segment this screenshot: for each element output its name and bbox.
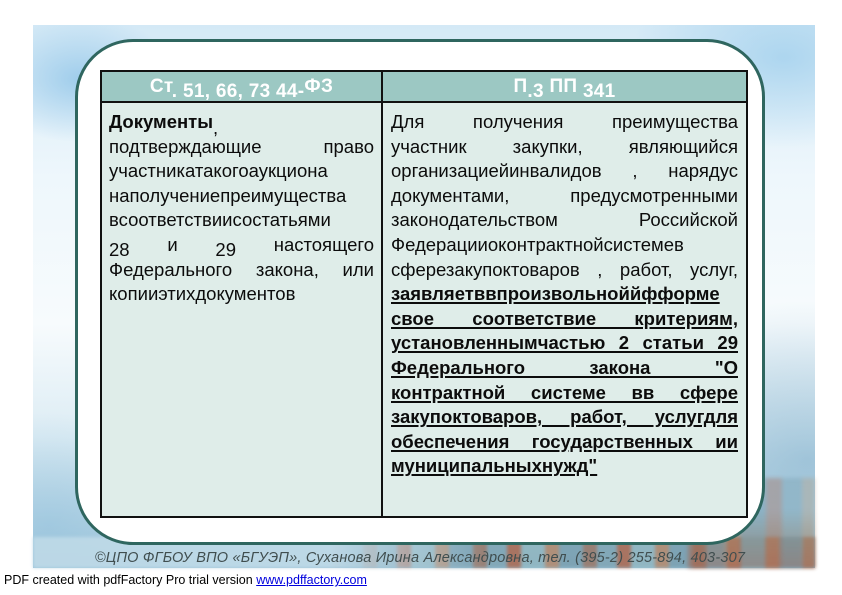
text-line: сферезакупоктоваров , работ, услуг, — [391, 258, 738, 280]
table-header-44fz-label: Ст. 51, 66, 73 44-ФЗ — [149, 75, 334, 102]
table-header-pp341-label: П.3 ПП 341 — [513, 75, 616, 102]
text-line: контрактной системе вв сфере — [391, 381, 738, 403]
comparison-table: Ст. 51, 66, 73 44-ФЗ П.3 ПП 341 Документ… — [100, 70, 748, 518]
text-line: Федерального закона "О — [391, 356, 738, 378]
text-line: 28 и 29 настоящего — [109, 233, 375, 260]
text-line: Документы, — [109, 111, 219, 138]
text-line: Федерацииоконтрактнойсистемев — [391, 233, 684, 255]
text-line: всоответствиисостатьями — [109, 209, 331, 231]
text-line: закупоктоваров, работ, услугдля — [391, 406, 738, 428]
text-line: копииэтихдокументов — [109, 283, 296, 305]
text-line: подтверждающие право — [109, 135, 374, 157]
text-line: законодательством Российской — [391, 209, 738, 231]
text-line: Для получения преимущества — [391, 111, 738, 132]
table-header-pp341: П.3 ПП 341 — [383, 72, 746, 102]
text-line: участникатакогоаукциона — [109, 160, 328, 182]
text-line: Федерального закона, или — [109, 258, 374, 280]
pdf-trial-notice-text: PDF created with pdfFactory Pro trial ve… — [4, 573, 257, 587]
cell-pp341-requirements: Для получения преимущества участник заку… — [383, 103, 746, 516]
text-line: документами, предусмотренными — [391, 184, 738, 206]
footer-credit: ©ЦПО ФГБОУ ВПО «БГУЭП», Суханова Ирина А… — [94, 550, 746, 566]
underlined-statement: заявляетввпроизвольноййфформе свое соотв… — [391, 282, 738, 479]
table-body-row: Документы, подтверждающие право участник… — [102, 103, 746, 516]
text-line: обеспечения государственных ии — [391, 430, 738, 452]
text-line: организациейинвалидов , нарядус — [391, 160, 738, 182]
pdf-trial-notice: PDF created with pdfFactory Pro trial ve… — [4, 573, 367, 587]
text-line: установленнымчастью 2 статьи 29 — [391, 332, 738, 354]
text-line: заявляетввпроизвольноййфформе — [391, 283, 720, 305]
pdffactory-link[interactable]: www.pdffactory.com — [256, 573, 367, 587]
cell-44fz-documents: Документы, подтверждающие право участник… — [102, 103, 383, 516]
table-header-44fz: Ст. 51, 66, 73 44-ФЗ — [102, 72, 383, 102]
text-line: свое соответствие критериям, — [391, 307, 738, 329]
text-line: наполучениепреимущества — [109, 184, 347, 206]
text-line: муниципальныхнужд" — [391, 455, 598, 477]
table-header-row: Ст. 51, 66, 73 44-ФЗ П.3 ПП 341 — [102, 72, 746, 103]
text-line: участник закупки, являющийся — [391, 135, 738, 157]
